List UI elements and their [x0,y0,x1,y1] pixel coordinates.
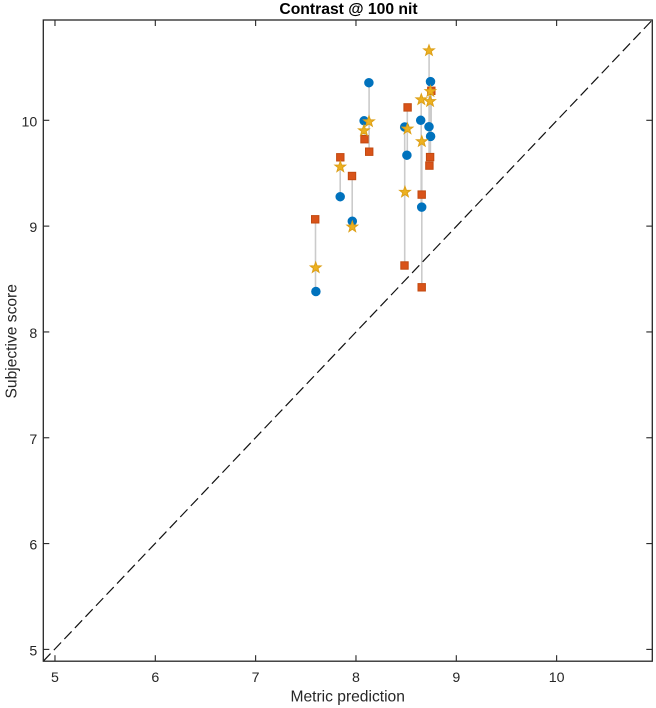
svg-text:Contrast @ 100 nit: Contrast @ 100 nit [279,1,418,18]
svg-text:9: 9 [452,670,460,686]
svg-text:7: 7 [252,670,260,686]
svg-text:5: 5 [29,643,37,659]
svg-text:6: 6 [151,670,159,686]
svg-text:10: 10 [22,114,38,130]
svg-text:8: 8 [352,670,360,686]
svg-text:9: 9 [29,220,37,236]
svg-text:5: 5 [51,670,59,686]
svg-text:7: 7 [29,432,37,448]
svg-text:Subjective score: Subjective score [4,284,21,398]
svg-text:8: 8 [29,326,37,342]
svg-text:Metric prediction: Metric prediction [290,689,404,706]
svg-text:10: 10 [549,670,565,686]
svg-text:6: 6 [29,538,37,554]
